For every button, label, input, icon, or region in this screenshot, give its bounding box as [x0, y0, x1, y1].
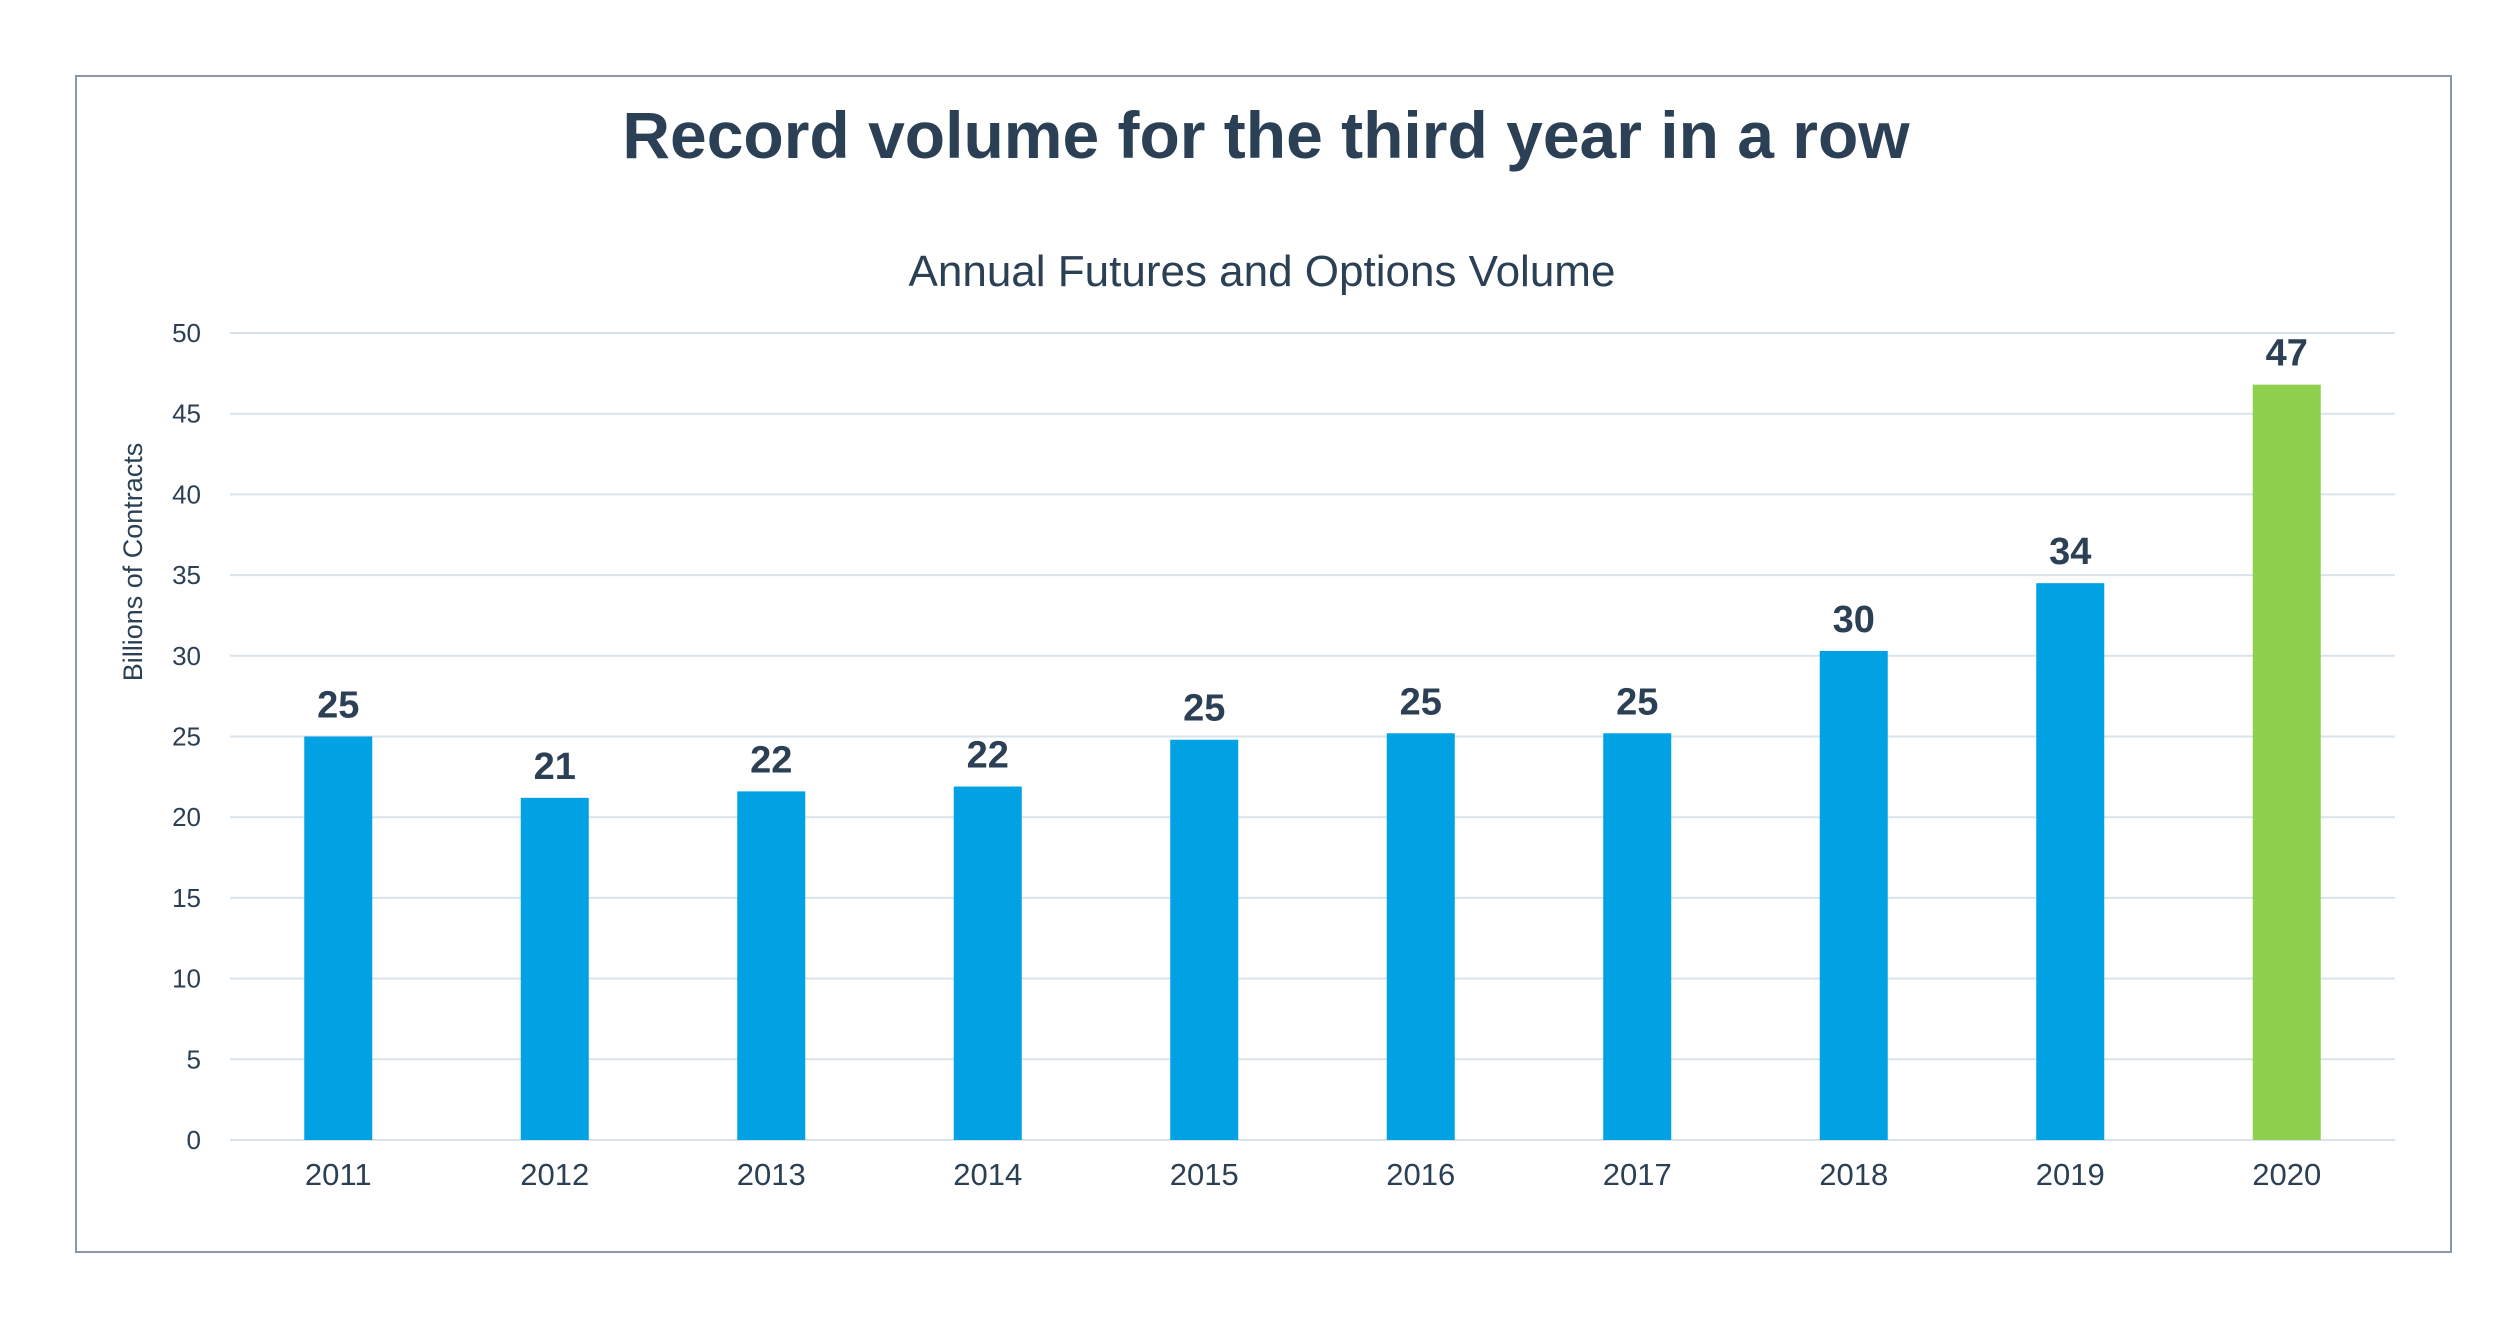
- bars: [304, 384, 2321, 1140]
- x-tick-label-2015: 2015: [1170, 1157, 1239, 1192]
- x-tick-label-2019: 2019: [2036, 1157, 2105, 1192]
- y-tick-label: 40: [172, 479, 201, 509]
- data-label-2017: 25: [1616, 681, 1658, 723]
- data-label-2011: 25: [317, 685, 359, 727]
- data-label-2020: 47: [2266, 333, 2308, 375]
- y-tick-label: 30: [172, 641, 201, 671]
- y-tick-label: 20: [172, 802, 201, 832]
- y-tick-label: 15: [172, 883, 201, 913]
- bar-2012: [520, 797, 589, 1140]
- data-label-2014: 22: [967, 735, 1009, 777]
- y-tick-label: 0: [187, 1125, 201, 1155]
- bar-2014: [953, 786, 1022, 1140]
- y-tick-label: 35: [172, 560, 201, 590]
- y-axis-label: Billions of Contracts: [118, 443, 148, 682]
- bar-2011: [304, 736, 373, 1140]
- x-tick-label-2016: 2016: [1386, 1157, 1455, 1192]
- bar-2018: [1819, 650, 1888, 1140]
- x-axis-ticks: 2011 2012 2013 2014 2015 2016 2017 2018 2019 2020: [305, 1157, 2321, 1192]
- data-label-2012: 21: [534, 746, 576, 788]
- y-tick-label: 5: [187, 1044, 201, 1074]
- bar-2020: [2252, 384, 2321, 1140]
- x-tick-label-2013: 2013: [737, 1157, 806, 1192]
- data-label-2013: 22: [750, 739, 792, 781]
- y-tick-label: 45: [172, 399, 201, 429]
- y-tick-label: 10: [172, 964, 201, 994]
- data-labels: 25 21 22 22 25 25 25 30 34 47: [317, 333, 2308, 788]
- x-tick-label-2012: 2012: [520, 1157, 589, 1192]
- y-tick-label: 25: [172, 722, 201, 752]
- chart-subtitle: Annual Futures and Options Volume: [909, 247, 1616, 296]
- data-label-2019: 34: [2049, 531, 2091, 573]
- y-tick-label: 50: [172, 318, 201, 348]
- data-label-2015: 25: [1183, 688, 1225, 730]
- data-label-2018: 30: [1833, 599, 1875, 641]
- x-tick-label-2020: 2020: [2252, 1157, 2321, 1192]
- x-tick-label-2017: 2017: [1603, 1157, 1672, 1192]
- bar-2013: [737, 791, 806, 1140]
- x-tick-label-2018: 2018: [1819, 1157, 1888, 1192]
- data-label-2016: 25: [1400, 681, 1442, 723]
- bar-2019: [2036, 583, 2105, 1140]
- chart-title: Record volume for the third year in a ro…: [622, 98, 1910, 172]
- bar-2017: [1603, 733, 1672, 1140]
- bar-2016: [1386, 733, 1455, 1140]
- bar-2015: [1170, 739, 1239, 1140]
- x-tick-label-2011: 2011: [305, 1157, 372, 1192]
- y-axis-ticks: 0 5 10 15 20 25 30 35 40 45 50: [172, 318, 201, 1155]
- gridlines: [230, 332, 2395, 1141]
- x-tick-label-2014: 2014: [953, 1157, 1022, 1192]
